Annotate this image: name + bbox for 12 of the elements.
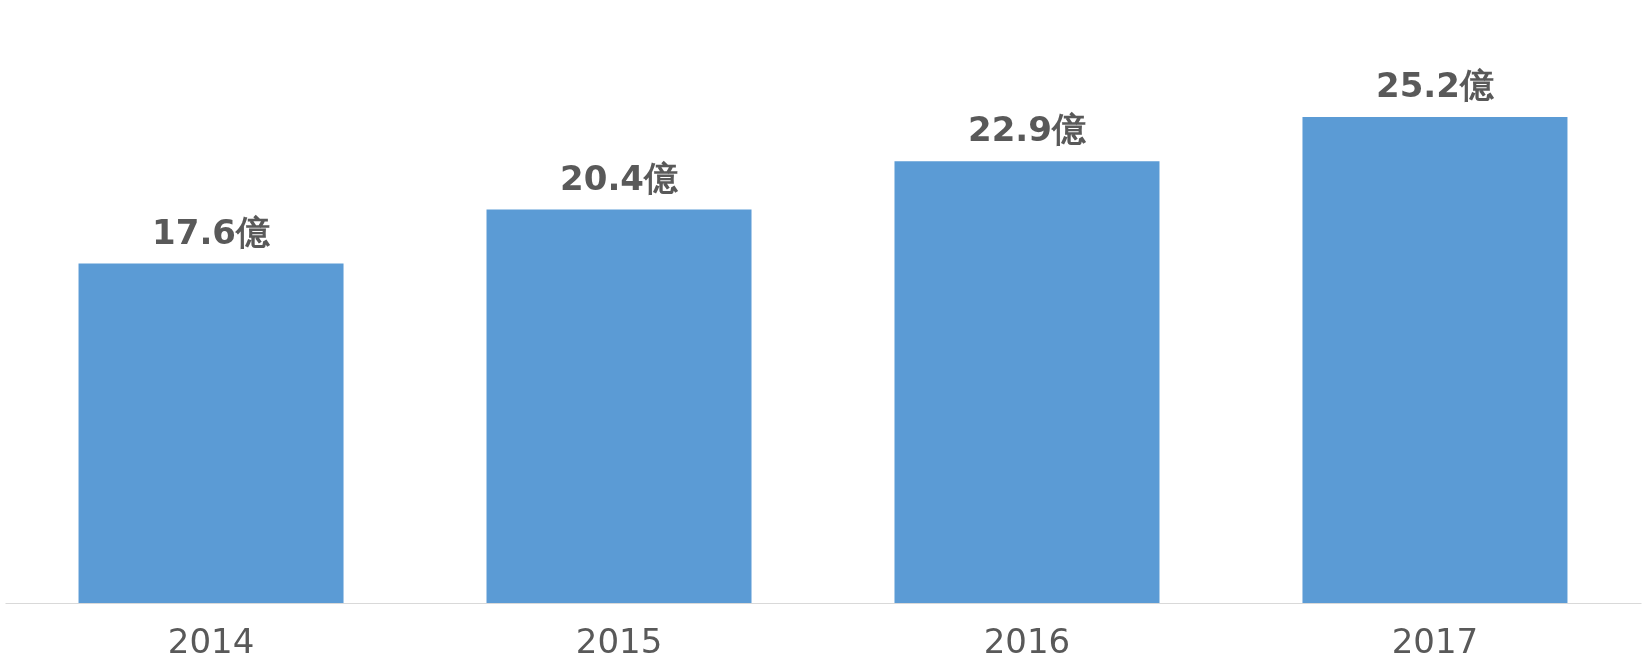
x-tick-label: 2015 — [575, 620, 663, 661]
x-tick-label: 2017 — [1391, 620, 1479, 661]
data-label: 17.6億 — [152, 211, 271, 252]
data-label: 22.9億 — [968, 109, 1087, 150]
data-label: 25.2億 — [1376, 65, 1495, 105]
bar — [1302, 117, 1568, 603]
data-label: 20.4億 — [560, 157, 679, 198]
bar — [486, 209, 752, 603]
x-tick-label: 2014 — [167, 620, 255, 661]
bar — [78, 263, 344, 603]
bar — [894, 161, 1160, 603]
x-tick-label: 2016 — [983, 620, 1071, 661]
